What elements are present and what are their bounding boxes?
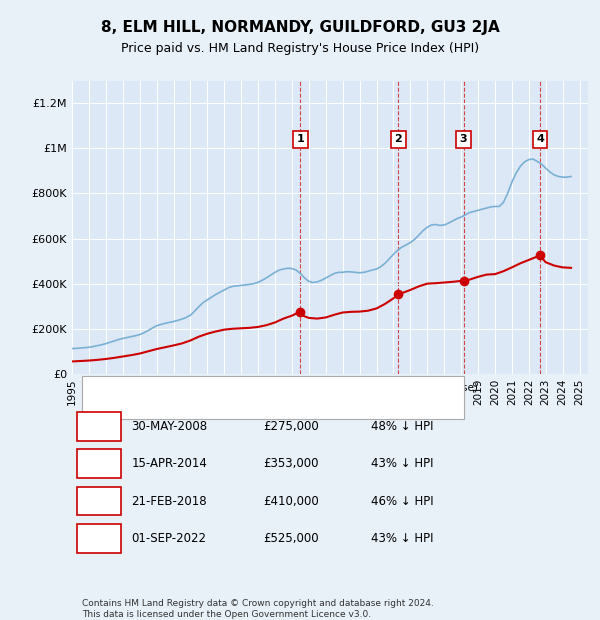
- Text: 8, ELM HILL, NORMANDY, GUILDFORD, GU3 2JA (detached house): 8, ELM HILL, NORMANDY, GUILDFORD, GU3 2J…: [139, 383, 478, 393]
- Text: 43% ↓ HPI: 43% ↓ HPI: [371, 458, 434, 471]
- Text: 21-FEB-2018: 21-FEB-2018: [131, 495, 207, 508]
- Text: £353,000: £353,000: [263, 458, 319, 471]
- Text: £275,000: £275,000: [263, 420, 319, 433]
- Text: £410,000: £410,000: [263, 495, 319, 508]
- Text: 3: 3: [95, 495, 103, 508]
- Text: 30-MAY-2008: 30-MAY-2008: [131, 420, 208, 433]
- Text: 4: 4: [94, 532, 103, 545]
- Text: 8, ELM HILL, NORMANDY, GUILDFORD, GU3 2JA: 8, ELM HILL, NORMANDY, GUILDFORD, GU3 2J…: [101, 20, 499, 35]
- FancyBboxPatch shape: [77, 487, 121, 515]
- FancyBboxPatch shape: [77, 524, 121, 552]
- Text: 48% ↓ HPI: 48% ↓ HPI: [371, 420, 434, 433]
- Text: Contains HM Land Registry data © Crown copyright and database right 2024.
This d: Contains HM Land Registry data © Crown c…: [82, 600, 434, 619]
- FancyBboxPatch shape: [82, 376, 464, 420]
- Text: 1: 1: [94, 420, 103, 433]
- Text: 01-SEP-2022: 01-SEP-2022: [131, 532, 206, 545]
- FancyBboxPatch shape: [77, 412, 121, 441]
- Text: 46% ↓ HPI: 46% ↓ HPI: [371, 495, 434, 508]
- Text: Price paid vs. HM Land Registry's House Price Index (HPI): Price paid vs. HM Land Registry's House …: [121, 42, 479, 55]
- Text: £525,000: £525,000: [263, 532, 319, 545]
- Text: 1: 1: [296, 135, 304, 144]
- Text: 3: 3: [460, 135, 467, 144]
- Text: 2: 2: [394, 135, 402, 144]
- Text: 4: 4: [536, 135, 544, 144]
- Text: 43% ↓ HPI: 43% ↓ HPI: [371, 532, 434, 545]
- Text: HPI: Average price, detached house, Guildford: HPI: Average price, detached house, Guil…: [139, 402, 380, 412]
- FancyBboxPatch shape: [77, 450, 121, 478]
- Text: 2: 2: [94, 458, 103, 471]
- Text: 15-APR-2014: 15-APR-2014: [131, 458, 207, 471]
